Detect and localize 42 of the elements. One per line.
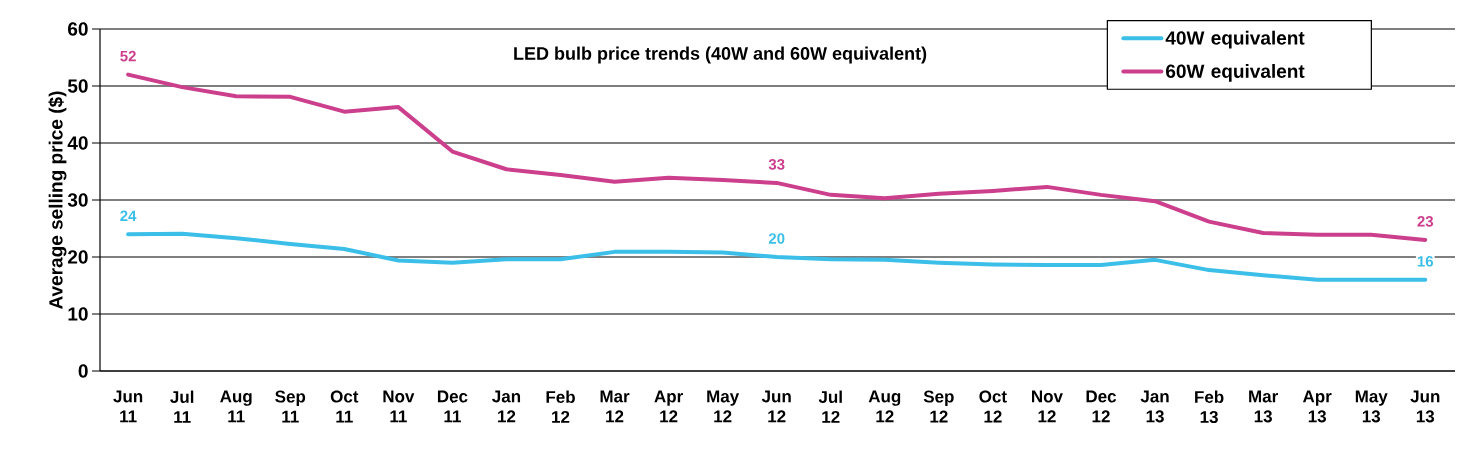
x-tick-label: Aug 12 (868, 390, 901, 423)
data-label: 23 (1417, 216, 1434, 227)
y-axis-title: Average selling price ($) (48, 91, 67, 309)
x-tick-label: Jun 11 (113, 390, 143, 423)
x-tick-label: May 13 (1355, 390, 1388, 423)
data-label: 24 (120, 210, 137, 221)
legend-label: 40W equivalent (1165, 30, 1305, 49)
x-tick-label: Apr 13 (1302, 390, 1332, 423)
x-tick-label: Oct 12 (979, 390, 1007, 423)
data-label: 20 (768, 233, 785, 244)
data-label: 33 (768, 159, 785, 170)
x-tick-label: Oct 11 (330, 390, 359, 423)
y-tick-label: 20 (68, 250, 88, 264)
x-tick-label: Jun 13 (1410, 390, 1440, 423)
y-tick-label: 30 (67, 193, 88, 207)
x-tick-label: Jan 13 (1140, 390, 1169, 423)
x-tick-label: Jul 11 (170, 390, 194, 423)
x-tick-label: Feb 13 (1195, 390, 1224, 424)
x-tick-label: Sep 12 (923, 390, 954, 423)
x-tick-label: Jul 12 (818, 390, 842, 423)
y-tick-label: 40 (67, 136, 88, 150)
x-tick-label: Nov 12 (1032, 390, 1063, 423)
x-tick-label: Feb 12 (546, 390, 575, 423)
data-label: 16 (1417, 255, 1434, 267)
x-tick-label: Jun 12 (761, 390, 791, 423)
x-tick-label: Aug 11 (220, 390, 252, 423)
x-tick-label: Sep 11 (275, 390, 306, 423)
x-tick-label: Dec 12 (1086, 390, 1117, 423)
x-tick-label: Mar 12 (600, 390, 630, 423)
x-tick-label: May 12 (707, 390, 740, 423)
y-tick-label: 10 (68, 307, 88, 321)
x-tick-label: Mar 13 (1249, 390, 1278, 423)
data-label: 52 (120, 50, 136, 62)
y-tick-label: 60 (68, 22, 88, 36)
x-tick-label: Nov 11 (383, 390, 415, 423)
x-tick-label: Dec 11 (437, 390, 468, 423)
x-tick-label: Apr 12 (654, 390, 683, 423)
text: LED bulb price trends (40W and 60W equivalent) (514, 46, 927, 64)
y-tick-label: 50 (67, 79, 88, 93)
legend-label: 60W equivalent (1166, 63, 1305, 82)
y-tick-label: 0 (78, 364, 88, 378)
x-tick-label: Jan 12 (492, 390, 521, 423)
